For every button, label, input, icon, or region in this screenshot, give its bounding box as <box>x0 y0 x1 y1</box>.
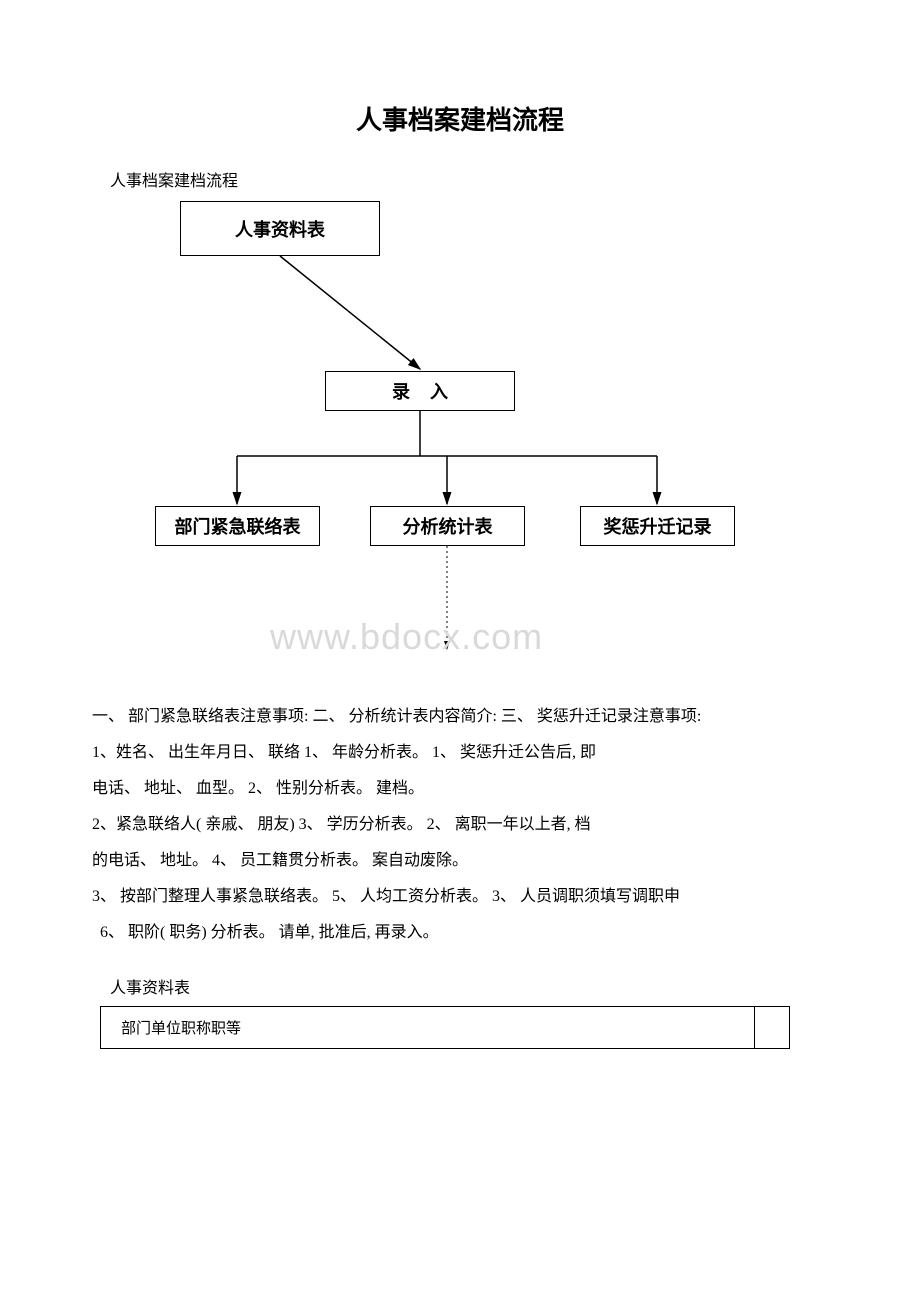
node-analysis-stats: 分析统计表 <box>370 506 525 546</box>
document-title: 人事档案建档流程 <box>60 100 860 137</box>
form-header: 人事资料表 <box>110 974 860 998</box>
form-row-1: 部门单位职称职等 <box>101 1007 754 1048</box>
node-personnel-data-sheet: 人事资料表 <box>180 201 380 256</box>
flowchart-container: 人事资料表 录入 部门紧急联络表 分析统计表 奖惩升迁记录 www.bdocx.… <box>100 201 800 661</box>
subtitle: 人事档案建档流程 <box>110 167 860 191</box>
form-table: 部门单位职称职等 <box>100 1006 790 1049</box>
paragraph-7: 6、 职阶( 职务) 分析表。 请单, 批准后, 再录入。 <box>60 917 860 949</box>
node-input: 录入 <box>325 371 515 411</box>
paragraph-3: 电话、 地址、 血型。 2、 性别分析表。 建档。 <box>60 773 860 805</box>
body-text-section: 一、 部门紧急联络表注意事项: 二、 分析统计表内容简介: 三、 奖惩升迁记录注… <box>60 701 860 949</box>
paragraph-5: 的电话、 地址。 4、 员工籍贯分析表。 案自动废除。 <box>60 845 860 877</box>
node-reward-punish-record: 奖惩升迁记录 <box>580 506 735 546</box>
paragraph-1: 一、 部门紧急联络表注意事项: 二、 分析统计表内容简介: 三、 奖惩升迁记录注… <box>60 701 860 733</box>
form-side-cell <box>754 1007 789 1048</box>
paragraph-4: 2、紧急联络人( 亲戚、 朋友) 3、 学历分析表。 2、 离职一年以上者, 档 <box>60 809 860 841</box>
watermark-text: www.bdocx.com <box>270 616 543 658</box>
paragraph-6: 3、 按部门整理人事紧急联络表。 5、 人均工资分析表。 3、 人员调职须填写调… <box>60 881 860 913</box>
paragraph-2: 1、姓名、 出生年月日、 联络 1、 年龄分析表。 1、 奖惩升迁公告后, 即 <box>60 737 860 769</box>
node-dept-emergency-contact: 部门紧急联络表 <box>155 506 320 546</box>
flowchart-connectors <box>100 201 800 661</box>
